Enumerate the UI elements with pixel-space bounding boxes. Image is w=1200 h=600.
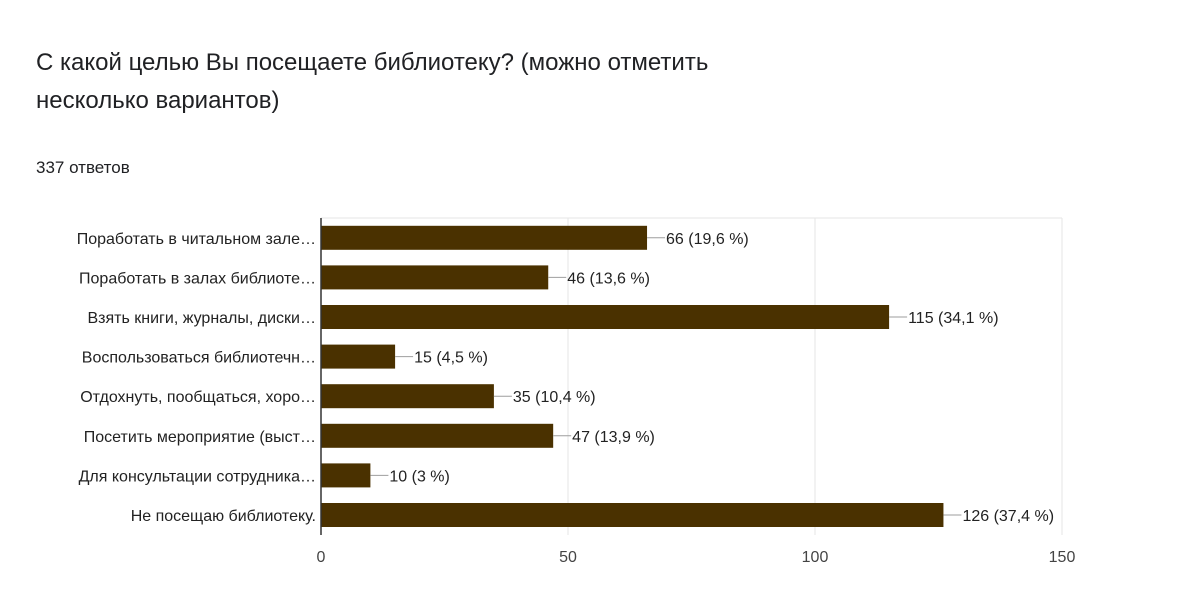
bar xyxy=(321,503,944,527)
value-labels: 66 (19,6 %) 46 (13,6 %) 115 (34,1 %) 15 (4,… xyxy=(370,231,1054,525)
x-tick-label: 0 xyxy=(317,549,326,566)
bars xyxy=(321,225,944,527)
bar xyxy=(321,305,890,329)
category-label: Взять книги, журналы, диски… xyxy=(88,310,317,327)
value-label: 126 (37,4 %) xyxy=(962,508,1054,525)
bar xyxy=(321,423,554,448)
grid-lines xyxy=(321,217,1063,535)
response-count: 337 ответов xyxy=(36,158,130,177)
category-label: Не посещаю библиотеку. xyxy=(131,508,316,525)
category-label: Для консультации сотрудника… xyxy=(79,468,316,485)
value-label: 66 (19,6 %) xyxy=(666,231,749,248)
bar xyxy=(321,463,371,488)
bar xyxy=(321,265,549,290)
x-axis-ticks: 0 50 100 150 xyxy=(317,549,1076,566)
x-tick-label: 50 xyxy=(559,549,577,566)
chart-title: С какой целью Вы посещаете библиотеку? (… xyxy=(36,49,709,114)
category-label: Посетить мероприятие (выст… xyxy=(84,429,316,446)
value-label: 46 (13,6 %) xyxy=(567,270,650,287)
category-label: Воспользоваться библиотечн… xyxy=(82,350,316,367)
value-label: 47 (13,9 %) xyxy=(572,429,655,446)
x-tick-label: 100 xyxy=(802,549,829,566)
bar xyxy=(321,225,648,250)
category-label: Поработать в читальном зале… xyxy=(77,231,316,248)
bar xyxy=(321,384,494,409)
bar xyxy=(321,344,396,369)
category-labels: Поработать в читальном зале… Поработать в… xyxy=(77,231,316,525)
category-label: Поработать в залах библиоте… xyxy=(79,270,316,287)
x-tick-label: 150 xyxy=(1049,549,1076,566)
value-label: 10 (3 %) xyxy=(389,468,449,485)
value-label: 15 (4,5 %) xyxy=(414,350,488,367)
value-label: 115 (34,1 %) xyxy=(908,310,998,327)
value-label: 35 (10,4 %) xyxy=(513,389,596,406)
category-label: Отдохнуть, пообщаться, хоро… xyxy=(80,389,316,406)
